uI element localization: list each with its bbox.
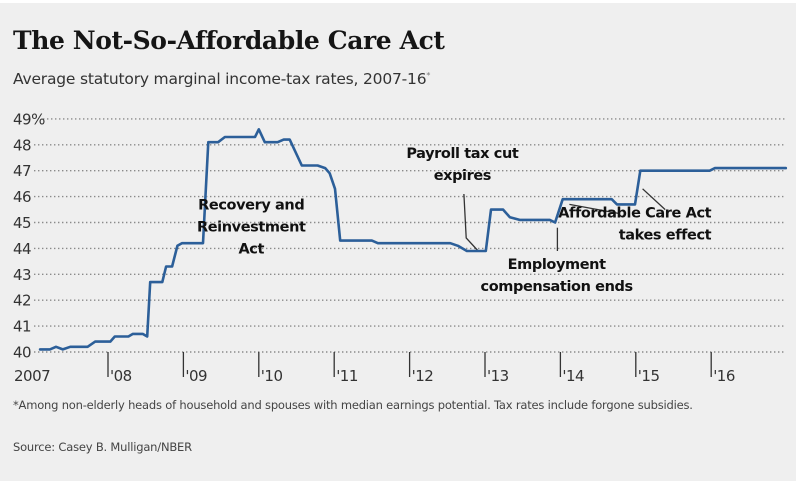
x-tick-label: '12 <box>412 367 434 385</box>
y-tick-label: 45 <box>13 214 31 232</box>
y-tick-label: 46 <box>13 188 31 206</box>
x-tick-label: '16 <box>713 367 735 385</box>
line-chart: 49% 48 47 46 45 44 43 42 41 40 2007 '08 '09 '10 '11 '1… <box>13 110 788 385</box>
x-tick-label: '10 <box>261 367 283 385</box>
y-tick-label: 42 <box>13 292 31 310</box>
x-tick-label: '11 <box>336 367 358 385</box>
y-tick-label: 49% <box>13 110 45 128</box>
series <box>38 128 788 351</box>
annotation-label: expires <box>434 168 491 184</box>
x-tick-label: '13 <box>487 367 509 385</box>
annotation-leader-line <box>463 193 479 252</box>
annotation-leader-line <box>642 188 666 211</box>
y-tick-label: 43 <box>13 266 31 284</box>
y-axis-ticks: 49% 48 47 46 45 44 43 42 41 40 <box>13 110 46 362</box>
annotation-label: Act <box>238 242 264 258</box>
x-tick-label: 2007 <box>14 367 50 385</box>
chart-title: The Not-So-Affordable Care Act <box>13 26 445 55</box>
footnote: *Among non-elderly heads of household an… <box>13 398 693 412</box>
source-note: Source: Casey B. Mulligan/NBER <box>13 440 192 454</box>
y-tick-label: 44 <box>13 240 31 258</box>
x-tick-label: '15 <box>638 367 660 385</box>
x-tick-label: '14 <box>562 367 584 385</box>
x-tick-label: '09 <box>185 367 207 385</box>
annotation-label: takes effect <box>619 227 712 243</box>
footnote-marker: * <box>426 70 431 80</box>
annotation-label: Employment <box>508 257 606 273</box>
y-tick-label: 48 <box>13 136 31 154</box>
annotation-leader-line <box>569 203 619 215</box>
annotation-label: Recovery and <box>198 198 304 214</box>
series-line <box>38 128 788 351</box>
y-tick-label: 41 <box>13 318 31 336</box>
y-tick-label: 47 <box>13 162 31 180</box>
annotation-label: Affordable Care Act <box>558 205 711 221</box>
annotation-leaders <box>463 188 666 252</box>
annotation-label: compensation ends <box>481 279 633 295</box>
chart-subtitle: Average statutory marginal income-tax ra… <box>13 70 430 88</box>
y-tick-label: 40 <box>13 344 31 362</box>
annotations: Recovery and Reinvestment Act Payroll tax c… <box>197 146 712 295</box>
annotation-label: Payroll tax cut <box>406 146 519 162</box>
subtitle-text: Average statutory marginal income-tax ra… <box>13 70 427 88</box>
annotation-label: Reinvestment <box>197 220 306 236</box>
x-tick-label: '08 <box>110 367 132 385</box>
x-axis-ticks: 2007 '08 '09 '10 '11 '12 '13 '14 '15 '16 <box>14 352 735 385</box>
